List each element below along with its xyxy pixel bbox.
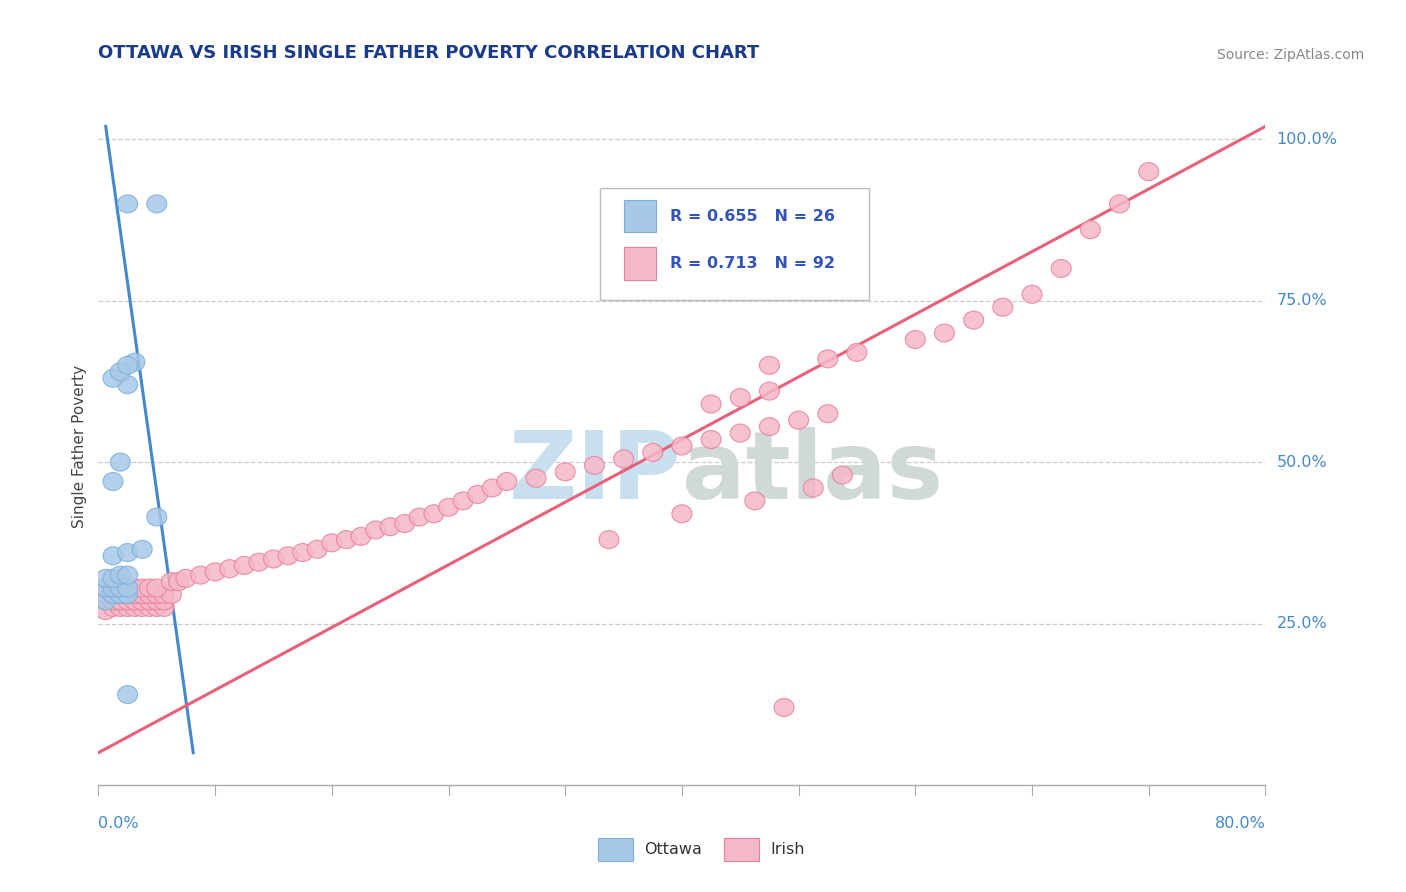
Text: atlas: atlas	[682, 427, 943, 519]
Text: OTTAWA VS IRISH SINGLE FATHER POVERTY CORRELATION CHART: OTTAWA VS IRISH SINGLE FATHER POVERTY CO…	[98, 45, 759, 62]
Text: R = 0.713   N = 92: R = 0.713 N = 92	[671, 256, 835, 271]
Text: 75.0%: 75.0%	[1277, 293, 1327, 309]
FancyBboxPatch shape	[624, 247, 657, 280]
Text: 25.0%: 25.0%	[1277, 616, 1327, 631]
Text: Irish: Irish	[770, 842, 806, 857]
Text: Ottawa: Ottawa	[644, 842, 702, 857]
Text: ZIP: ZIP	[509, 427, 682, 519]
Text: 0.0%: 0.0%	[98, 815, 139, 830]
Text: 80.0%: 80.0%	[1215, 815, 1265, 830]
Y-axis label: Single Father Poverty: Single Father Poverty	[72, 365, 87, 527]
Text: 100.0%: 100.0%	[1277, 132, 1337, 147]
Text: R = 0.655   N = 26: R = 0.655 N = 26	[671, 209, 835, 224]
Text: Source: ZipAtlas.com: Source: ZipAtlas.com	[1216, 48, 1364, 62]
Text: 50.0%: 50.0%	[1277, 455, 1327, 470]
FancyBboxPatch shape	[624, 200, 657, 233]
FancyBboxPatch shape	[600, 188, 869, 301]
